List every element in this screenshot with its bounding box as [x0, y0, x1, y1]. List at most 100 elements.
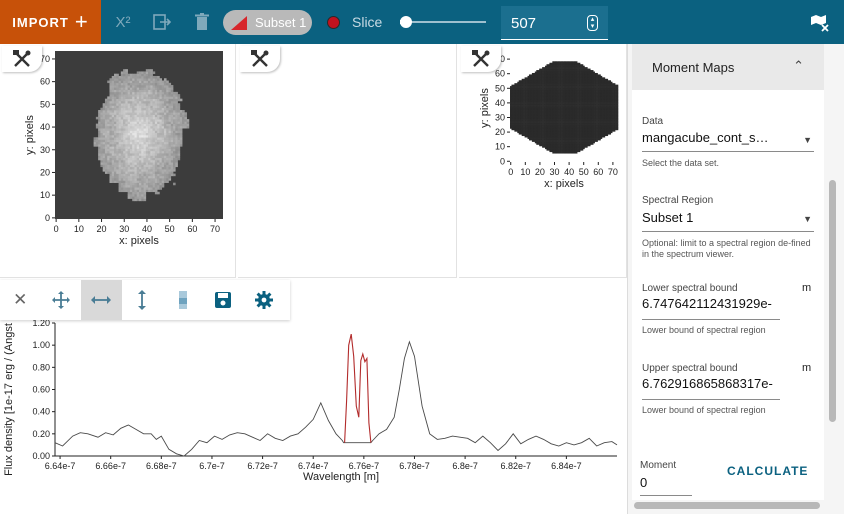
spectrum-plot[interactable]: 0.00 0.20 0.40 0.60 0.80 1.00 1.20 6.64e-7 6.66e… — [0, 280, 627, 514]
data-select[interactable]: mangacube_cont_s… — [642, 130, 769, 145]
moment-label: Moment — [640, 460, 677, 471]
top-toolbar: IMPORT + X² Subset 1 Slice 507 ▴ ▾ — [0, 0, 844, 44]
plus-icon: + — [74, 9, 89, 34]
x-tick-label: 50 — [579, 167, 589, 177]
y-tick-label: 0.00 — [32, 451, 50, 461]
horizontal-zoom-icon[interactable] — [81, 280, 122, 320]
upper-bound-label: Upper spectral bound — [642, 363, 738, 374]
y-tick-label: 0.20 — [32, 429, 50, 439]
lower-bound-unit: m — [802, 282, 812, 294]
y-tick-label: 40 — [40, 122, 50, 132]
x-axis-label: x: pixels — [119, 235, 159, 247]
data-hint: Select the data set. — [642, 158, 720, 168]
y-tick-label: 20 — [40, 167, 50, 177]
spectrum-toolbar: ✕ — [0, 280, 290, 320]
y-tick-label: 10 — [495, 142, 505, 152]
save-icon[interactable] — [203, 280, 244, 320]
x-tick-label: 70 — [210, 224, 220, 234]
data-label: Data — [642, 116, 664, 127]
settings-icon[interactable] — [244, 280, 285, 320]
x-tick-label: 60 — [593, 167, 603, 177]
slice-value: 507 — [511, 15, 537, 32]
moment-input[interactable]: 0 — [640, 475, 648, 490]
x-tick-label: 20 — [97, 224, 107, 234]
x-tick-label: 70 — [608, 167, 618, 177]
moment-maps-header[interactable]: Moment Maps ⌃ — [632, 44, 824, 90]
slice-slider-track[interactable] — [400, 21, 486, 23]
image-pixels — [93, 69, 190, 202]
upper-bound-input[interactable]: 6.762916865868317e- — [642, 376, 773, 391]
close-icon[interactable]: ✕ — [13, 290, 28, 309]
data-dropdown-icon[interactable]: ▼ — [803, 135, 812, 145]
x-tick-label: 0 — [508, 167, 513, 177]
y-tick-label: 1.00 — [32, 340, 50, 350]
x-tick-label: 10 — [74, 224, 84, 234]
pan-zoom-icon[interactable] — [41, 280, 82, 320]
data-underline — [642, 151, 814, 152]
x-tick-label: 20 — [535, 167, 545, 177]
y-tick-label: 0.60 — [32, 385, 50, 395]
vertical-zoom-icon[interactable] — [122, 280, 163, 320]
y-tick-label: 60 — [495, 69, 505, 79]
chi2-icon[interactable]: X² — [112, 10, 134, 34]
export-icon[interactable] — [150, 10, 174, 34]
x-tick-label: 6.72e-7 — [247, 461, 278, 471]
x-axis-label: Wavelength [m] — [303, 471, 379, 483]
spinner-icon[interactable]: ▴ ▾ — [587, 15, 598, 31]
x-tick-label: 6.64e-7 — [45, 461, 76, 471]
y-tick-label: 40 — [495, 98, 505, 108]
x-tick-label: 6.78e-7 — [399, 461, 430, 471]
plugin-tray-icon[interactable] — [810, 12, 830, 32]
spectrum-line — [54, 340, 618, 457]
x-tick-label: 60 — [187, 224, 197, 234]
y-tick-label: 30 — [40, 145, 50, 155]
x-tick-label: 0 — [54, 224, 59, 234]
viewer-3-tools-icon[interactable] — [461, 46, 501, 72]
region-select[interactable]: Subset 1 — [642, 210, 694, 225]
y-tick-label: 50 — [40, 99, 50, 109]
y-tick-label: 10 — [40, 190, 50, 200]
x-tick-label: 6.68e-7 — [146, 461, 177, 471]
x-tick-label: 6.8e-7 — [452, 461, 478, 471]
slice-input[interactable]: 507 ▴ ▾ — [501, 6, 608, 40]
lower-bound-underline — [642, 319, 780, 320]
import-button[interactable]: IMPORT + — [0, 0, 101, 44]
subset-spectrum-line — [344, 333, 372, 443]
slice-slider-thumb[interactable] — [400, 16, 413, 28]
region-dropdown-icon[interactable]: ▼ — [803, 214, 812, 224]
lower-bound-hint: Lower bound of spectral region — [642, 325, 766, 335]
y-axis-label: Flux density [1e-17 erg / (Angst — [3, 323, 15, 476]
chevron-up-icon[interactable]: ⌃ — [793, 58, 804, 73]
subset-selector[interactable]: Subset 1 — [223, 10, 312, 35]
colorbar-icon[interactable] — [162, 280, 203, 320]
upper-bound-hint: Lower bound of spectral region — [642, 405, 766, 415]
delete-icon[interactable] — [190, 10, 214, 34]
slice-label: Slice — [352, 14, 383, 30]
y-tick-label: 0 — [45, 213, 50, 223]
x-tick-label: 10 — [520, 167, 530, 177]
y-tick-label: 70 — [40, 54, 50, 64]
viewer-2-tools-icon[interactable] — [240, 46, 280, 72]
x-tick-label: 40 — [564, 167, 574, 177]
calculate-button[interactable]: CALCULATE — [727, 464, 809, 478]
y-axis-label: y: pixels — [24, 115, 36, 155]
y-tick-label: 0.40 — [32, 407, 50, 417]
chi2-label: X² — [115, 13, 131, 31]
tray-scrollbar-horizontal[interactable] — [634, 502, 820, 509]
viewer-1-plot[interactable]: 0 10 20 30 40 50 60 70 0 10 20 30 40 50 60 70 x: pixels y… — [0, 44, 236, 278]
region-underline — [642, 231, 814, 232]
x-tick-label: 6.7e-7 — [199, 461, 225, 471]
lower-bound-input[interactable]: 6.747642112431929e- — [642, 296, 772, 311]
tray-scrollbar-vertical[interactable] — [829, 180, 836, 422]
viewer-1-tools-icon[interactable] — [2, 46, 42, 72]
import-label: IMPORT — [12, 14, 69, 30]
image-viewer-1[interactable]: 0 10 20 30 40 50 60 70 0 10 20 30 40 50 60 70 x: pixels y… — [0, 44, 236, 278]
x-tick-label: 50 — [165, 224, 175, 234]
x-tick-label: 6.76e-7 — [349, 461, 380, 471]
y-axis-label: y: pixels — [479, 88, 491, 128]
moment-maps-body: Data mangacube_cont_s… ▼ Select the data… — [632, 90, 824, 500]
